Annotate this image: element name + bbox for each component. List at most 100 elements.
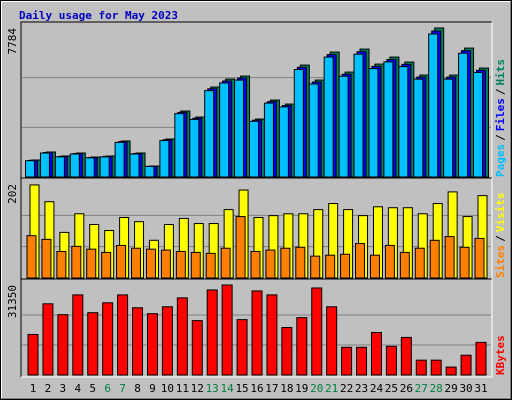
bar [69, 153, 80, 178]
bar [250, 250, 261, 279]
bar [161, 306, 173, 376]
legend-entry: Files [494, 98, 507, 131]
legend-separator: / [494, 88, 507, 95]
bar [475, 341, 487, 376]
bar [296, 317, 308, 376]
bar [415, 359, 427, 376]
x-tick-label: 23 [355, 382, 368, 395]
bar [160, 249, 171, 279]
x-tick-label: 16 [250, 382, 263, 395]
x-tick-label: 26 [400, 382, 413, 395]
x-tick-label: 9 [149, 382, 156, 395]
bar [221, 284, 233, 376]
bar [326, 306, 338, 376]
bar [369, 254, 380, 279]
bar [325, 254, 336, 279]
bar [355, 243, 366, 279]
x-tick-label: 29 [445, 382, 458, 395]
bar [72, 294, 84, 376]
bar [385, 345, 397, 376]
bar [323, 56, 334, 178]
x-tick-label: 21 [325, 382, 338, 395]
y-tick-label: 31350 [6, 285, 19, 318]
bar [368, 68, 379, 178]
bar [101, 251, 112, 279]
bar [293, 69, 304, 178]
x-tick-label: 31 [474, 382, 487, 395]
bar [204, 90, 215, 178]
x-tick-label: 28 [430, 382, 443, 395]
legend-entry: Visits [494, 193, 507, 233]
bar [263, 102, 274, 178]
bar [308, 83, 319, 178]
x-tick-label: 17 [265, 382, 278, 395]
bar [338, 75, 349, 178]
x-tick-label: 8 [134, 382, 141, 395]
x-tick-label: 24 [370, 382, 384, 395]
bar [56, 250, 67, 279]
bar [460, 354, 472, 376]
bar [295, 246, 306, 279]
bevel [20, 278, 492, 377]
x-tick-label: 3 [60, 382, 67, 395]
bar [370, 331, 382, 376]
bar [114, 141, 125, 178]
x-tick-label: 19 [295, 382, 308, 395]
bar [278, 106, 289, 178]
chart-title: Daily usage for May 2023 [19, 9, 178, 22]
bar [429, 239, 440, 279]
y-tick-label: 202 [6, 184, 19, 204]
bar [458, 52, 469, 178]
bar [191, 320, 203, 376]
x-tick-label: 13 [206, 382, 219, 395]
bar [445, 366, 457, 376]
bar [398, 66, 409, 178]
bar [176, 297, 188, 376]
bar [235, 216, 246, 279]
legend-separator: / [494, 235, 507, 242]
bar [144, 165, 155, 178]
bar [474, 237, 485, 279]
bar [190, 251, 201, 279]
bar [145, 248, 156, 279]
bar [206, 289, 218, 376]
bar [99, 156, 110, 178]
bar [71, 245, 82, 279]
bar [41, 238, 52, 279]
x-tick-label: 15 [235, 382, 248, 395]
legend-separator: / [494, 134, 507, 141]
bar [236, 319, 248, 376]
bar [159, 140, 170, 178]
bar [86, 248, 97, 279]
bar [174, 113, 185, 178]
bar [26, 235, 37, 279]
bar [175, 250, 186, 279]
bar [220, 247, 231, 279]
bevel [20, 177, 492, 280]
bar [25, 160, 35, 178]
bar [443, 78, 454, 178]
x-tick-label: 22 [340, 382, 353, 395]
bar [131, 247, 142, 279]
bar [87, 312, 99, 376]
bar [281, 327, 293, 376]
bar [341, 346, 353, 376]
x-tick-label: 6 [104, 382, 111, 395]
bar [399, 251, 410, 279]
x-tick-label: 2 [45, 382, 52, 395]
bar [189, 118, 200, 178]
bar [117, 294, 129, 376]
x-tick-label: 1 [30, 382, 37, 395]
legend-entry: Hits [494, 59, 507, 86]
bar [234, 79, 245, 178]
bar [473, 71, 483, 178]
bar [27, 333, 39, 376]
y-tick-label: 7784 [6, 28, 19, 55]
bar [280, 247, 291, 279]
legend: KBytes [494, 335, 507, 375]
x-tick-label: 10 [161, 382, 174, 395]
bar [219, 82, 230, 178]
bar [249, 120, 259, 178]
